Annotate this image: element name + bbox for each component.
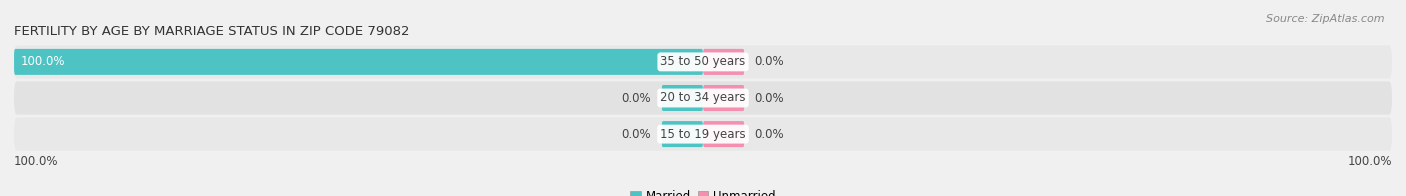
Text: 20 to 34 years: 20 to 34 years <box>661 92 745 104</box>
FancyBboxPatch shape <box>14 81 1392 115</box>
FancyBboxPatch shape <box>14 45 1392 79</box>
Text: 15 to 19 years: 15 to 19 years <box>661 128 745 141</box>
Text: 0.0%: 0.0% <box>755 55 785 68</box>
Text: 0.0%: 0.0% <box>621 92 651 104</box>
Text: 0.0%: 0.0% <box>755 92 785 104</box>
Text: 35 to 50 years: 35 to 50 years <box>661 55 745 68</box>
Legend: Married, Unmarried: Married, Unmarried <box>626 185 780 196</box>
Text: 0.0%: 0.0% <box>755 128 785 141</box>
FancyBboxPatch shape <box>14 49 703 75</box>
Text: 100.0%: 100.0% <box>14 155 59 168</box>
FancyBboxPatch shape <box>662 85 703 111</box>
FancyBboxPatch shape <box>662 121 703 147</box>
Text: FERTILITY BY AGE BY MARRIAGE STATUS IN ZIP CODE 79082: FERTILITY BY AGE BY MARRIAGE STATUS IN Z… <box>14 25 409 38</box>
Text: Source: ZipAtlas.com: Source: ZipAtlas.com <box>1267 14 1385 24</box>
Text: 100.0%: 100.0% <box>1347 155 1392 168</box>
FancyBboxPatch shape <box>14 117 1392 151</box>
FancyBboxPatch shape <box>703 49 744 75</box>
FancyBboxPatch shape <box>703 85 744 111</box>
Text: 100.0%: 100.0% <box>21 55 66 68</box>
Text: 0.0%: 0.0% <box>621 128 651 141</box>
FancyBboxPatch shape <box>703 121 744 147</box>
